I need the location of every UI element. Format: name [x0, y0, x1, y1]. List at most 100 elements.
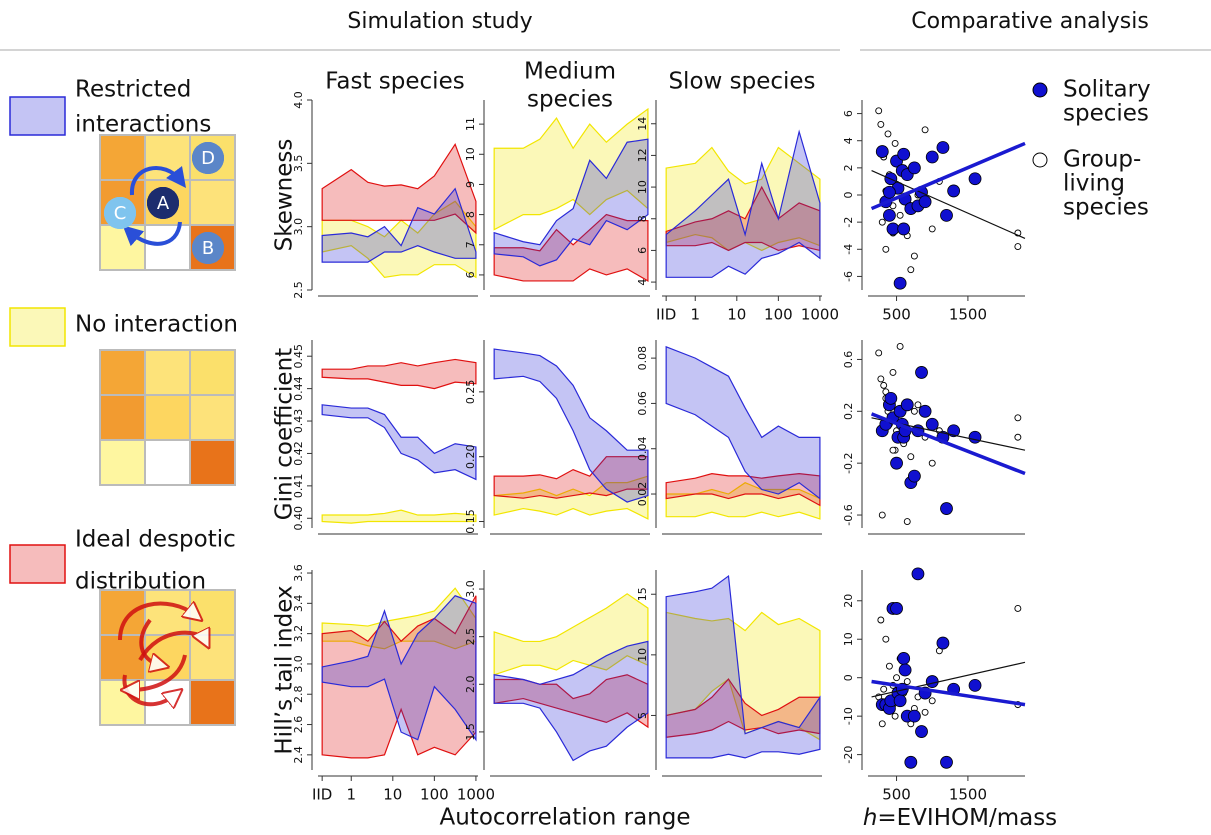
y-tick-label: 14: [636, 117, 649, 131]
point: [928, 459, 936, 467]
point: [886, 222, 900, 236]
point: [878, 218, 886, 226]
individual-label: C: [114, 203, 127, 224]
point: [968, 172, 982, 186]
point: [925, 675, 939, 688]
y-tick-label: 1.5: [464, 723, 477, 741]
legend-swatch: [9, 96, 66, 136]
point: [940, 502, 953, 515]
point: [883, 208, 896, 222]
point: [903, 518, 911, 525]
point: [884, 130, 892, 138]
y-tick-label: 7: [464, 241, 477, 248]
legend-label: Solitary: [1063, 77, 1151, 103]
point: [921, 708, 929, 716]
point: [1014, 433, 1022, 441]
y-tick-label: 5: [636, 712, 649, 719]
legend-label: No interaction: [75, 312, 238, 338]
x-tick-label: 500: [882, 786, 911, 804]
grid-cell: [144, 224, 191, 271]
point: [1014, 243, 1022, 251]
point: [897, 652, 911, 665]
point: [910, 407, 918, 415]
y-tick-label: 0.40: [292, 506, 305, 531]
band: [493, 213, 649, 282]
point: [897, 222, 911, 236]
x-tick-label: 1000: [457, 786, 495, 804]
grid-cell: [189, 394, 236, 441]
y-tick-label: 3.5: [292, 155, 305, 173]
grid-cell: [144, 134, 191, 181]
y-tick-label: 0.25: [464, 380, 477, 405]
individual: [147, 187, 179, 219]
x-axis-title-part: =EVIHOM/mass: [877, 805, 1057, 831]
y-tick-label: 0: [842, 674, 855, 681]
point: [884, 391, 898, 405]
point: [889, 446, 897, 454]
point: [910, 252, 918, 260]
y-tick-label: -0.2: [842, 452, 855, 473]
y-tick-label: 0.15: [464, 509, 477, 534]
y-tick-label: 0.43: [292, 409, 305, 434]
individual-label: B: [202, 238, 214, 259]
arrow: [138, 633, 205, 662]
point: [925, 150, 939, 164]
point: [900, 398, 914, 412]
point: [897, 147, 911, 161]
x-axis-title-part: h: [863, 805, 878, 831]
band: [321, 509, 477, 524]
point: [928, 225, 936, 233]
grid-cell: [99, 439, 146, 486]
point: [911, 567, 925, 581]
section-title: Comparative analysis: [911, 9, 1149, 34]
y-tick-label: 2: [842, 164, 855, 171]
row-title: Hill’s tail index: [272, 585, 298, 754]
x-tick-label: 1000: [801, 306, 839, 324]
point: [940, 208, 953, 222]
point: [875, 107, 883, 115]
point: [878, 511, 886, 519]
fit-line: [871, 170, 1026, 239]
band: [321, 595, 477, 742]
point: [1014, 414, 1022, 422]
y-tick-label: 4.0: [292, 91, 305, 109]
grid-cell: [144, 349, 191, 396]
grid-cell: [189, 349, 236, 396]
legend-label: species: [1063, 101, 1149, 127]
x-tick-label: 100: [764, 306, 793, 324]
point: [903, 678, 911, 685]
y-tick-label: 3.0: [464, 580, 477, 598]
y-tick-label: 10: [636, 180, 649, 194]
row-title: Gini coefficient: [272, 348, 298, 520]
point: [914, 401, 922, 409]
point: [891, 712, 899, 720]
band: [493, 640, 649, 762]
x-axis-title: h=EVIHOM/mass: [863, 805, 1057, 831]
x-tick-label: 10: [727, 306, 746, 324]
x-tick-label: IID: [656, 306, 676, 324]
point: [915, 725, 928, 738]
point: [907, 161, 921, 175]
y-tick-label: -10: [842, 707, 855, 725]
point: [877, 616, 885, 624]
x-axis-title: Autocorrelation range: [439, 805, 690, 831]
x-tick-label: 1500: [949, 786, 987, 804]
y-tick-label: 4: [636, 279, 649, 286]
y-tick-label: 4: [842, 137, 855, 144]
y-tick-label: 2.4: [292, 746, 305, 764]
x-tick-label: 1: [346, 786, 356, 804]
point: [1014, 605, 1022, 612]
band: [493, 475, 649, 520]
band: [321, 187, 477, 263]
y-tick-label: 9: [464, 181, 477, 188]
y-tick-label: 8: [636, 215, 649, 222]
band: [493, 348, 649, 503]
y-tick-label: 0.04: [636, 436, 649, 461]
legend-label: living: [1063, 171, 1125, 197]
point: [925, 417, 939, 431]
arrow: [130, 654, 187, 690]
y-tick-label: 8: [464, 211, 477, 218]
y-tick-label: 2.6: [292, 716, 305, 734]
point: [882, 245, 890, 253]
individual: [192, 142, 224, 174]
